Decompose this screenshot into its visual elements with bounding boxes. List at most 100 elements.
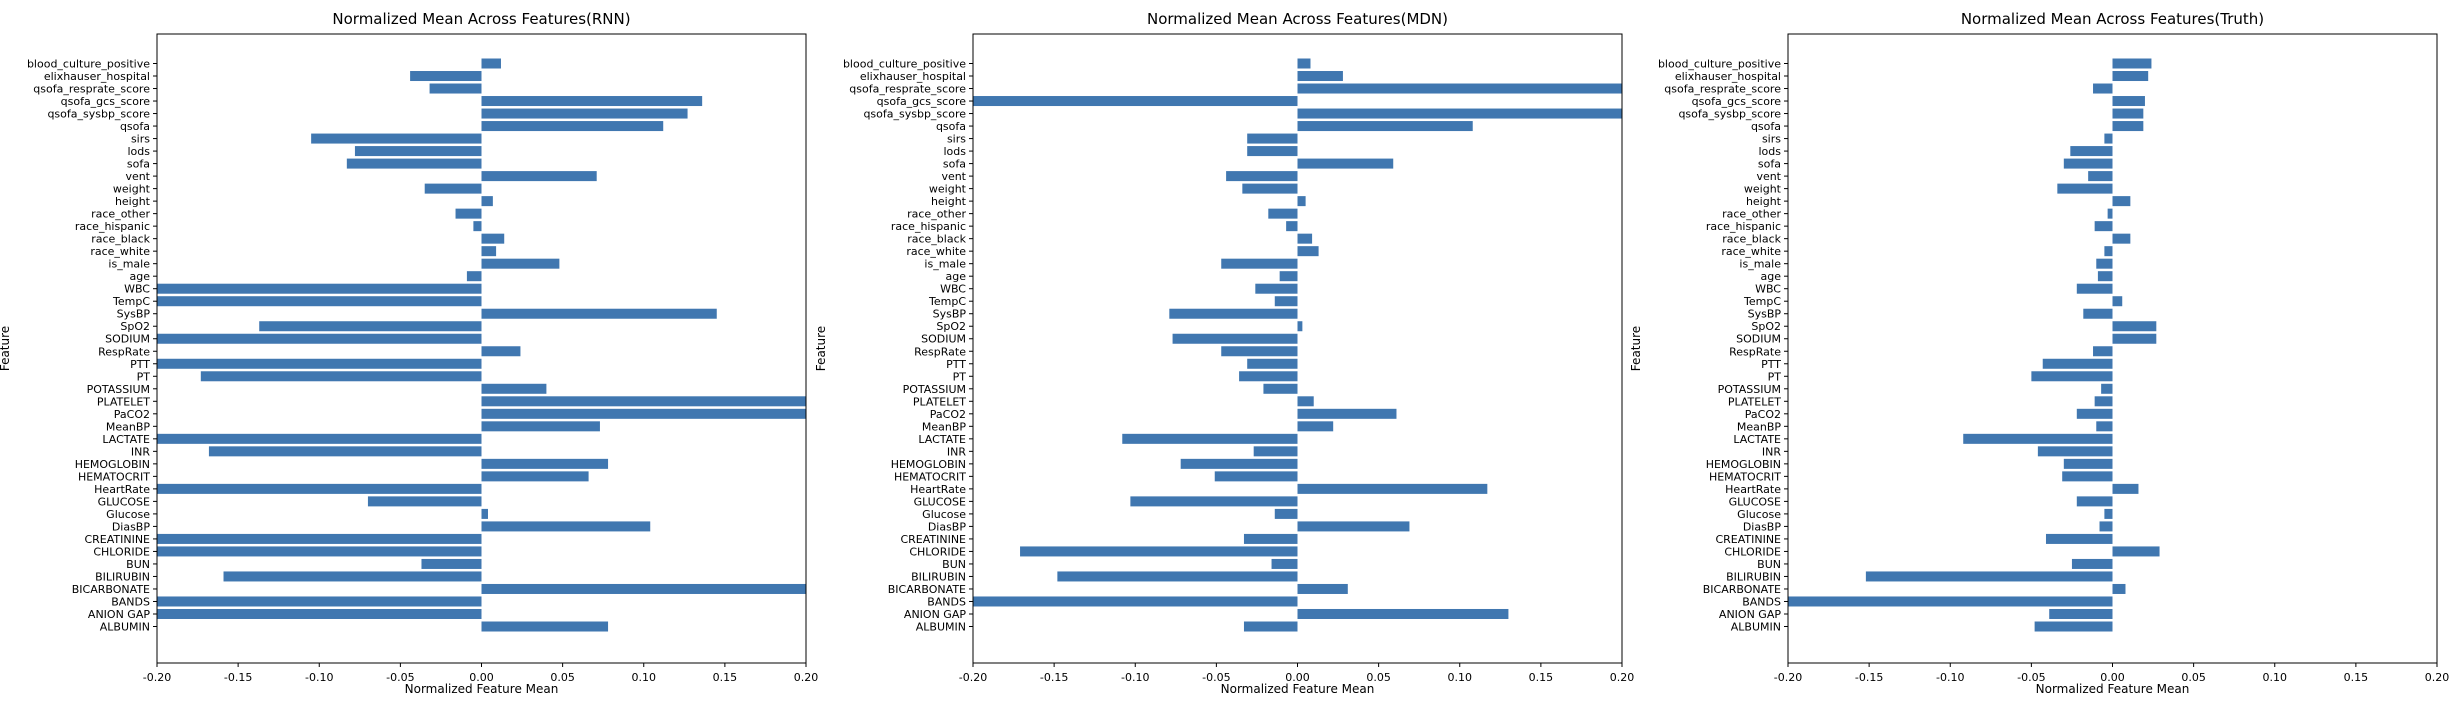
bar (311, 133, 482, 144)
y-tick-label: CHLORIDE (1724, 545, 1781, 558)
bar (208, 446, 482, 457)
bar (481, 458, 609, 469)
y-tick-label: HeartRate (94, 483, 150, 496)
bar (1268, 208, 1298, 219)
y-tick-label: qsofa (936, 120, 966, 133)
bar (2037, 446, 2113, 457)
chart-title: Normalized Mean Across Features(RNN) (332, 10, 630, 28)
bar (1297, 408, 1397, 419)
y-tick-label: PLATELET (913, 395, 966, 408)
y-tick-label: POTASSIUM (87, 383, 150, 396)
bar (1297, 583, 1348, 594)
bar (1221, 258, 1298, 269)
y-tick-label: INR (947, 445, 966, 458)
bar (481, 583, 806, 594)
bar (1274, 296, 1298, 307)
bar (481, 408, 806, 419)
bar (1057, 571, 1298, 582)
x-tick-label: 0.15 (713, 671, 738, 684)
x-tick-label: -0.10 (305, 671, 333, 684)
bar (481, 196, 493, 207)
bar (1255, 283, 1298, 294)
y-tick-label: vent (1756, 170, 1781, 183)
bar (2076, 408, 2113, 419)
bar (481, 58, 501, 69)
y-tick-label: LACTATE (918, 433, 966, 446)
y-tick-label: BANDS (1742, 595, 1781, 608)
y-tick-label: elixhauser_hospital (1675, 70, 1781, 83)
y-tick-label: blood_culture_positive (843, 58, 966, 71)
y-tick-label: WBC (124, 283, 150, 296)
y-tick-label: INR (1762, 445, 1781, 458)
bar (1172, 333, 1298, 344)
bar (481, 96, 703, 107)
y-tick-label: sofa (943, 158, 966, 171)
bar (2093, 346, 2113, 357)
y-tick-label: vent (125, 170, 150, 183)
x-tick-label: -0.10 (1936, 671, 1964, 684)
y-tick-label: TempC (1743, 295, 1781, 308)
y-tick-label: race_white (906, 245, 966, 258)
y-tick-label: WBC (1755, 283, 1781, 296)
bar (481, 108, 688, 119)
y-tick-label: PLATELET (1728, 395, 1781, 408)
bar (481, 421, 600, 432)
y-tick-label: PLATELET (97, 395, 150, 408)
bar (2042, 358, 2113, 369)
bar (2112, 121, 2144, 132)
bar (2112, 108, 2144, 119)
y-tick-label: CREATININE (84, 533, 150, 546)
bar (1297, 246, 1319, 257)
bar (2096, 258, 2113, 269)
y-tick-label: POTASSIUM (903, 383, 966, 396)
y-tick-label: race_white (1721, 245, 1781, 258)
y-tick-label: BUN (942, 558, 966, 571)
x-tick-label: 0.10 (632, 671, 657, 684)
y-tick-label: GLUCOSE (1729, 495, 1781, 508)
y-tick-label: HEMATOCRIT (1709, 470, 1781, 483)
bar (200, 371, 482, 382)
y-tick-label: MeanBP (106, 420, 151, 433)
bar (2112, 196, 2131, 207)
bar (1221, 346, 1298, 357)
bar (2112, 96, 2145, 107)
y-tick-label: CREATININE (900, 533, 966, 546)
y-tick-label: age (1761, 270, 1782, 283)
bar (1865, 571, 2113, 582)
y-tick-label: race_white (90, 245, 150, 258)
bar (466, 271, 482, 282)
y-tick-label: CHLORIDE (909, 545, 966, 558)
y-tick-label: PTT (1761, 358, 1781, 371)
y-tick-label: qsofa_resprate_score (1664, 83, 1781, 96)
y-tick-label: race_hispanic (75, 220, 150, 233)
y-tick-label: Glucose (1737, 508, 1781, 521)
bar (259, 321, 482, 332)
bar (1169, 308, 1298, 319)
bar (2112, 71, 2149, 82)
y-tick-label: height (1746, 195, 1782, 208)
y-tick-label: blood_culture_positive (1658, 58, 1781, 71)
y-tick-label: SysBP (1748, 308, 1782, 321)
bar (1297, 421, 1334, 432)
bar (481, 246, 497, 257)
bar (1020, 546, 1298, 557)
y-tick-label: DiasBP (1743, 520, 1782, 533)
y-tick-label: is_male (108, 258, 150, 271)
bar (2104, 508, 2113, 519)
y-tick-label: blood_culture_positive (27, 58, 150, 71)
chart-panel: blood_culture_positiveelixhauser_hospita… (0, 10, 818, 696)
y-tick-label: weight (929, 183, 967, 196)
y-tick-label: BILIRUBIN (95, 570, 150, 583)
bar (1297, 233, 1313, 244)
bar (2034, 621, 2113, 632)
bar (2070, 146, 2113, 157)
y-tick-label: DiasBP (928, 520, 967, 533)
bar (481, 308, 717, 319)
x-tick-label: 0.10 (1448, 671, 1473, 684)
x-tick-label: -0.20 (1774, 671, 1802, 684)
bar (2076, 496, 2113, 507)
y-tick-label: Glucose (106, 508, 150, 521)
bar (481, 621, 609, 632)
y-tick-label: HEMOGLOBIN (75, 458, 150, 471)
y-tick-label: INR (131, 445, 150, 458)
